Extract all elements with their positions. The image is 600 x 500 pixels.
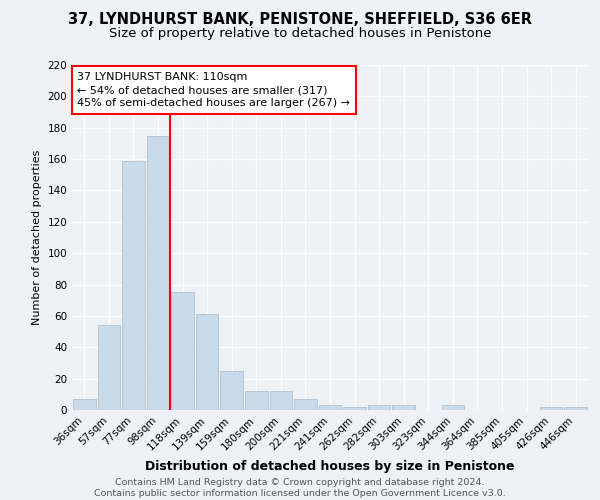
Bar [540, 407, 562, 410]
Bar [73, 399, 95, 410]
Bar [392, 406, 415, 410]
Bar [343, 407, 366, 410]
Bar [146, 136, 169, 410]
Bar [294, 399, 317, 410]
Bar [196, 314, 218, 410]
Text: 37, LYNDHURST BANK, PENISTONE, SHEFFIELD, S36 6ER: 37, LYNDHURST BANK, PENISTONE, SHEFFIELD… [68, 12, 532, 28]
Bar [368, 406, 391, 410]
Bar [245, 391, 268, 410]
Text: Size of property relative to detached houses in Penistone: Size of property relative to detached ho… [109, 28, 491, 40]
Bar [319, 406, 341, 410]
Bar [565, 407, 587, 410]
Text: Contains HM Land Registry data © Crown copyright and database right 2024.
Contai: Contains HM Land Registry data © Crown c… [94, 478, 506, 498]
Bar [98, 326, 120, 410]
Y-axis label: Number of detached properties: Number of detached properties [32, 150, 42, 325]
Bar [220, 371, 243, 410]
Bar [269, 391, 292, 410]
Bar [442, 406, 464, 410]
Text: 37 LYNDHURST BANK: 110sqm
← 54% of detached houses are smaller (317)
45% of semi: 37 LYNDHURST BANK: 110sqm ← 54% of detac… [77, 72, 350, 108]
Bar [122, 160, 145, 410]
X-axis label: Distribution of detached houses by size in Penistone: Distribution of detached houses by size … [145, 460, 515, 473]
Bar [171, 292, 194, 410]
